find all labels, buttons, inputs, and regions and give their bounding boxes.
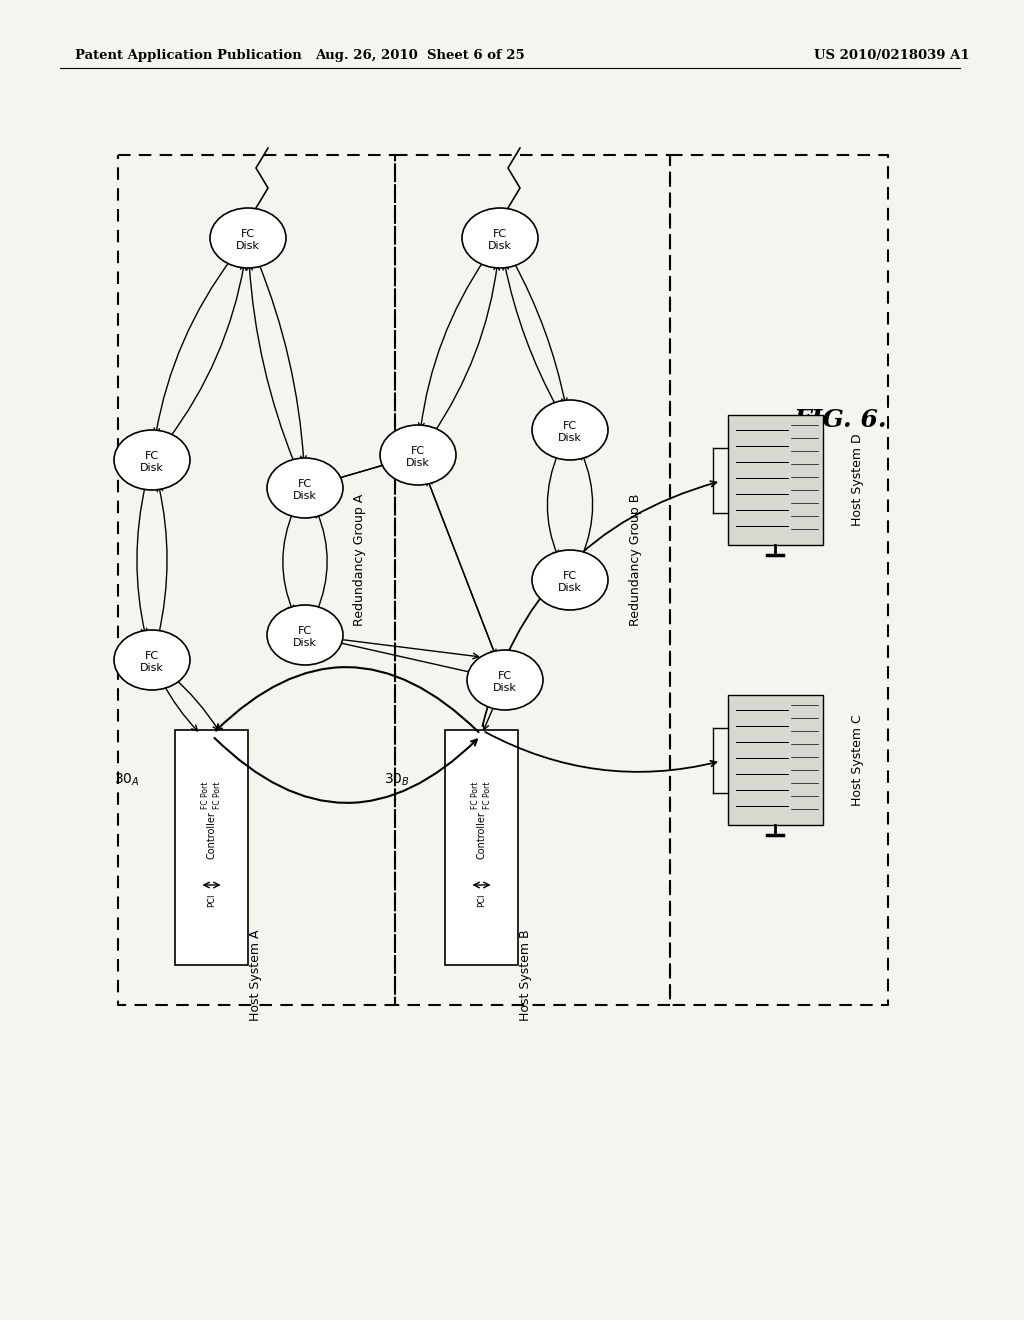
- Text: $30_B$: $30_B$: [384, 772, 410, 788]
- Text: FC: FC: [298, 479, 312, 488]
- Text: PCI: PCI: [207, 894, 216, 907]
- Text: Controller: Controller: [476, 810, 486, 859]
- Text: FC: FC: [498, 671, 512, 681]
- Text: Disk: Disk: [237, 242, 260, 251]
- FancyBboxPatch shape: [727, 414, 822, 545]
- Ellipse shape: [467, 649, 543, 710]
- Text: FC: FC: [563, 421, 578, 432]
- Text: $30_A$: $30_A$: [114, 772, 140, 788]
- Text: FC: FC: [145, 651, 159, 661]
- Text: Disk: Disk: [494, 682, 517, 693]
- Text: Patent Application Publication: Patent Application Publication: [75, 49, 302, 62]
- Text: Host System D: Host System D: [852, 434, 864, 527]
- FancyBboxPatch shape: [445, 730, 518, 965]
- Ellipse shape: [267, 458, 343, 517]
- Text: PCI: PCI: [477, 894, 486, 907]
- Ellipse shape: [532, 550, 608, 610]
- Ellipse shape: [114, 430, 190, 490]
- Text: Aug. 26, 2010  Sheet 6 of 25: Aug. 26, 2010 Sheet 6 of 25: [315, 49, 525, 62]
- Text: Disk: Disk: [558, 433, 582, 444]
- Text: FC: FC: [563, 572, 578, 581]
- Ellipse shape: [532, 400, 608, 459]
- Text: Disk: Disk: [407, 458, 430, 469]
- Ellipse shape: [380, 425, 456, 484]
- Text: Disk: Disk: [558, 583, 582, 593]
- Text: FC: FC: [411, 446, 425, 455]
- Text: FC: FC: [241, 228, 255, 239]
- Text: Disk: Disk: [140, 663, 164, 673]
- Text: Host System C: Host System C: [852, 714, 864, 807]
- Text: Disk: Disk: [293, 491, 317, 502]
- Ellipse shape: [267, 605, 343, 665]
- Text: Redundancy Group B: Redundancy Group B: [629, 494, 641, 626]
- Text: Redundancy Group A: Redundancy Group A: [353, 494, 367, 626]
- Text: FC Port
FC Port: FC Port FC Port: [471, 781, 493, 809]
- Text: Disk: Disk: [293, 638, 317, 648]
- Text: Controller: Controller: [207, 810, 216, 859]
- FancyBboxPatch shape: [175, 730, 248, 965]
- Text: FC: FC: [493, 228, 507, 239]
- Ellipse shape: [114, 630, 190, 690]
- Text: Disk: Disk: [140, 463, 164, 473]
- FancyBboxPatch shape: [727, 696, 822, 825]
- Text: Host System B: Host System B: [518, 929, 531, 1020]
- Text: US 2010/0218039 A1: US 2010/0218039 A1: [814, 49, 970, 62]
- Text: Host System A: Host System A: [249, 929, 261, 1020]
- Ellipse shape: [462, 209, 538, 268]
- Text: FC: FC: [298, 626, 312, 636]
- Text: FC Port
FC Port: FC Port FC Port: [201, 781, 222, 809]
- Text: FC: FC: [145, 451, 159, 461]
- Text: FIG. 6.: FIG. 6.: [794, 408, 887, 432]
- Text: Disk: Disk: [488, 242, 512, 251]
- Ellipse shape: [210, 209, 286, 268]
